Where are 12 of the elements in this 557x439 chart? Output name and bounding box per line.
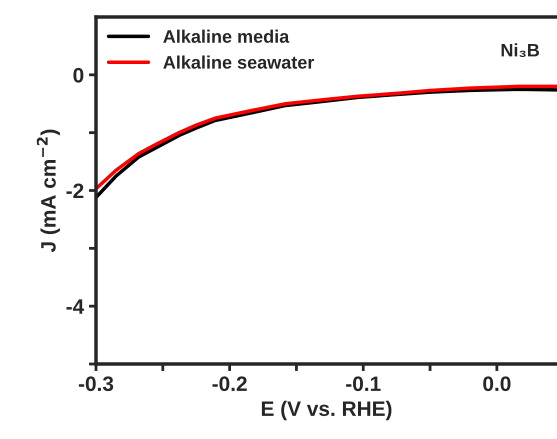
y-tick-label: 0 [73,68,84,83]
legend-label: Alkaline seawater [163,56,314,69]
y-axis-title: J (mA cm$^{−2}$) [36,130,60,252]
x-tick-label: -0.3 [78,376,114,392]
x-tick-label: -0.2 [212,376,247,392]
y-tick-label: -4 [66,299,84,314]
y-tick-label: -2 [66,184,84,198]
x-tick-label: -0.1 [346,376,381,392]
annotation: Ni₃B [502,43,540,58]
legend-label: Alkaline media [163,30,290,43]
x-axis-title: E (V vs. RHE) [262,400,392,420]
x-tick-label: 0.0 [483,376,510,392]
